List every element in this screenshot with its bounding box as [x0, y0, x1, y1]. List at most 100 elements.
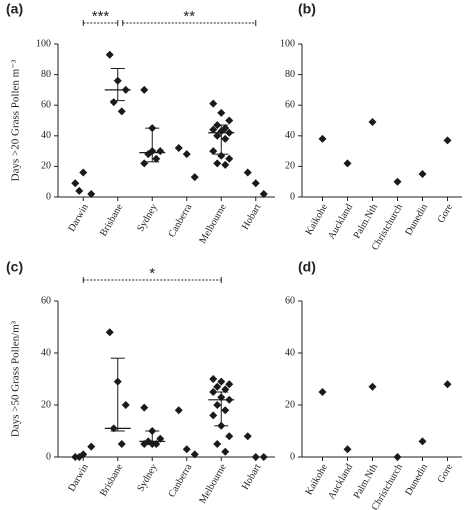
data-point	[174, 144, 183, 153]
data-point	[213, 159, 222, 168]
y-tick-label: 0	[46, 451, 51, 462]
data-point	[79, 168, 88, 177]
y-tick-label: 80	[285, 69, 295, 80]
data-point	[368, 382, 377, 391]
y-tick-label: 20	[285, 399, 295, 410]
data-point	[418, 170, 427, 179]
data-point	[209, 411, 218, 420]
y-tick-label: 100	[280, 38, 295, 49]
x-tick-label: Brisbane	[98, 462, 126, 499]
data-point	[225, 116, 234, 125]
y-tick-label: 40	[285, 347, 295, 358]
x-tick-label: Hobart	[240, 462, 264, 492]
x-tick-label: Brisbane	[98, 202, 126, 239]
data-point	[343, 445, 352, 454]
data-point	[152, 154, 161, 163]
data-point	[209, 388, 218, 396]
panel-label: (c)	[6, 259, 23, 275]
y-tick-label: 0	[290, 451, 295, 462]
significance-label: *	[149, 265, 155, 282]
data-point	[368, 118, 377, 127]
data-point	[140, 85, 149, 94]
y-tick-label: 60	[285, 99, 295, 110]
data-point	[140, 159, 149, 168]
data-point	[209, 147, 218, 156]
data-point	[221, 447, 230, 456]
data-point	[221, 134, 230, 143]
y-tick-label: 40	[285, 130, 295, 141]
data-point	[209, 125, 218, 134]
data-point	[318, 134, 327, 143]
y-tick-label: 0	[290, 191, 295, 202]
data-point	[121, 401, 130, 409]
significance-label: ***	[92, 8, 110, 25]
panel-label: (a)	[6, 1, 23, 17]
x-tick-label: Gore	[436, 202, 456, 225]
data-point	[243, 432, 252, 441]
x-tick-label: Canberra	[166, 462, 194, 500]
data-point	[87, 442, 96, 451]
data-point	[418, 437, 427, 446]
data-point	[87, 189, 96, 198]
data-point	[209, 99, 218, 108]
y-axis-label: Days >20 Grass Pollen m⁻³	[10, 59, 22, 181]
x-tick-label: Canberra	[166, 202, 194, 240]
y-tick-label: 40	[41, 347, 51, 358]
y-tick-label: 60	[285, 295, 295, 306]
data-point	[140, 403, 149, 412]
data-point	[182, 445, 191, 454]
x-tick-label: Sydney	[135, 462, 160, 493]
y-tick-label: 40	[41, 130, 51, 141]
data-point	[109, 98, 118, 107]
data-point	[443, 380, 452, 389]
data-point	[393, 177, 402, 186]
x-tick-label: Darwin	[66, 202, 91, 233]
data-point	[221, 160, 230, 169]
data-point	[343, 159, 352, 168]
significance-label: **	[183, 8, 195, 25]
data-point	[225, 380, 234, 389]
x-tick-label: Darwin	[66, 462, 91, 493]
data-point	[259, 189, 268, 198]
data-point	[75, 186, 84, 195]
x-tick-label: Kaikohe	[304, 202, 331, 237]
data-point	[117, 440, 126, 448]
data-point	[174, 406, 183, 415]
data-point	[225, 432, 234, 441]
x-tick-label: Kaikohe	[304, 462, 331, 497]
y-tick-label: 80	[41, 69, 51, 80]
y-tick-label: 100	[36, 38, 51, 49]
y-tick-label: 60	[41, 295, 51, 306]
data-point	[156, 147, 165, 156]
data-point	[182, 150, 191, 159]
y-tick-label: 60	[41, 99, 51, 110]
data-point	[251, 453, 260, 461]
data-point	[213, 440, 222, 448]
data-point	[190, 450, 199, 459]
y-tick-label: 20	[285, 161, 295, 172]
data-point	[105, 328, 114, 337]
y-tick-label: 20	[41, 399, 51, 410]
data-point	[221, 406, 230, 415]
x-tick-label: Dunedin	[403, 462, 430, 497]
y-tick-label: 0	[46, 191, 51, 202]
data-point	[190, 173, 199, 182]
data-point	[221, 385, 230, 394]
x-tick-label: Hobart	[240, 202, 264, 232]
panel-label: (d)	[298, 259, 316, 275]
data-point	[213, 131, 222, 140]
x-tick-label: Gore	[436, 462, 456, 485]
data-point	[217, 377, 226, 386]
data-point	[209, 375, 218, 383]
data-point	[75, 453, 84, 461]
data-point	[243, 168, 252, 177]
data-point	[213, 382, 222, 391]
data-point	[105, 50, 114, 59]
data-point	[213, 401, 222, 409]
data-point	[393, 453, 402, 461]
x-tick-label: Melbourne	[197, 202, 229, 246]
data-point	[259, 453, 268, 461]
x-tick-label: Melbourne	[197, 462, 229, 506]
data-point	[251, 179, 260, 188]
